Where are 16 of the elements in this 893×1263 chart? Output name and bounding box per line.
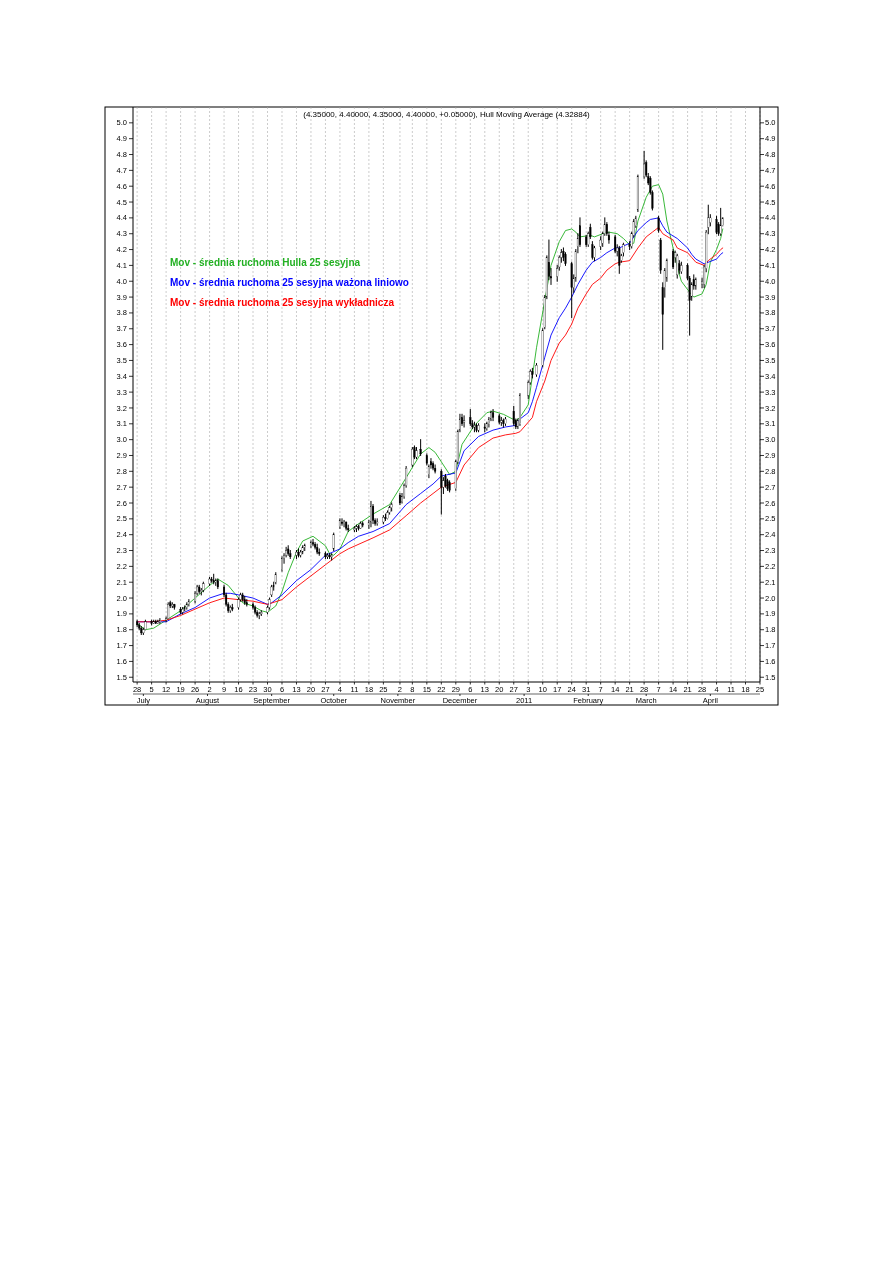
- candlestick: [309, 540, 312, 548]
- candlestick: [434, 464, 437, 474]
- text: Mov - średnia ruchoma Hulla 25 sesyjna: [170, 257, 361, 268]
- chart-title: (4.35000, 4.40000, 4.35000, 4.40000, +0.05000), Hull Moving Average (4.32884): [303, 110, 591, 119]
- text: Mov - średnia ruchoma 25 sesyjna ważona liniowo: [170, 277, 409, 288]
- candlestick: [512, 405, 515, 426]
- text: Mov - średnia ruchoma 25 sesyjna wykładnicza: [170, 297, 395, 308]
- candlestick: [281, 556, 283, 572]
- candlestick: [341, 518, 343, 526]
- candlestick: [254, 605, 257, 615]
- candlestick: [372, 504, 375, 525]
- candlestick: [187, 599, 190, 607]
- candlestick: [518, 393, 521, 426]
- candlestick: [492, 409, 495, 422]
- candlestick: [463, 415, 466, 428]
- candlestick: [343, 519, 346, 528]
